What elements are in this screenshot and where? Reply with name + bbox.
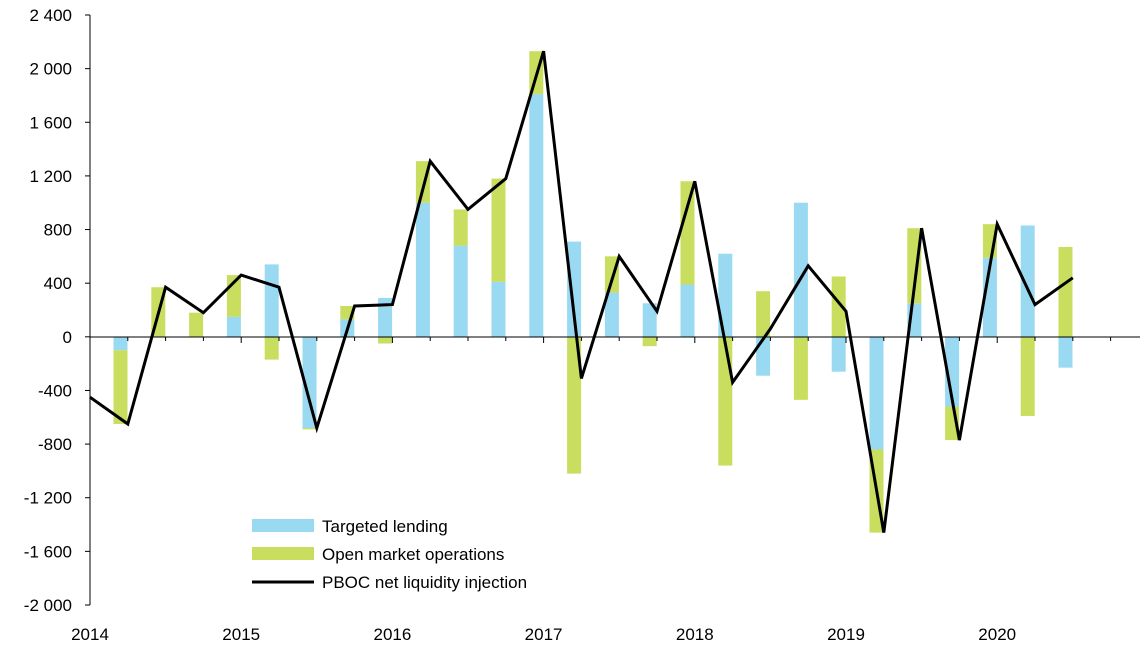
y-tick-label: -800	[38, 435, 72, 454]
legend-label-targeted-lending: Targeted lending	[322, 517, 448, 536]
bar-targeted-lending-2016q2	[453, 245, 468, 337]
bar-targeted-lending-2017q3	[642, 303, 657, 337]
bar-open-market-operations-2015q4	[378, 336, 393, 344]
y-tick-label: 2 400	[29, 6, 72, 25]
bar-open-market-operations-2018q4	[831, 276, 846, 337]
bar-targeted-lending-2017q4	[680, 284, 695, 337]
x-tick-label: 2015	[222, 625, 260, 644]
bar-targeted-lending-2018q4	[831, 336, 846, 372]
legend-label-open-market-operations: Open market operations	[322, 545, 504, 564]
bar-targeted-lending-2018q1	[718, 253, 733, 337]
bar-targeted-lending-2015q4	[378, 297, 393, 337]
y-tick-label: 1 600	[29, 113, 72, 132]
x-tick-label: 2020	[978, 625, 1016, 644]
bar-targeted-lending-2020q2	[1058, 336, 1073, 368]
line-pboc-net-liquidity-injection	[89, 50, 1074, 533]
bar-targeted-lending-2017q2	[604, 292, 619, 337]
y-tick-label: 800	[44, 221, 72, 240]
bars-layer	[113, 51, 1073, 533]
legend: Targeted lending Open market operations …	[252, 517, 527, 592]
bar-targeted-lending-2014q1	[113, 336, 128, 351]
x-tick-label: 2016	[373, 625, 411, 644]
bar-open-market-operations-2020q2	[1058, 246, 1073, 337]
bar-open-market-operations-2014q3	[189, 312, 204, 337]
bar-targeted-lending-2015q2	[302, 336, 317, 428]
bar-open-market-operations-2016q2	[453, 209, 468, 246]
bar-open-market-operations-2015q2	[302, 428, 317, 430]
bar-targeted-lending-2014q4	[226, 316, 241, 337]
y-tick-label: -1 200	[24, 489, 72, 508]
bar-targeted-lending-2020q1	[1020, 225, 1035, 337]
y-tick-label: 1 200	[29, 167, 72, 186]
bar-open-market-operations-2014q1	[113, 350, 128, 424]
x-tick-label: 2019	[827, 625, 865, 644]
x-tick-label: 2014	[71, 625, 109, 644]
bar-targeted-lending-2016q4	[529, 94, 544, 337]
bar-open-market-operations-2017q4	[680, 181, 695, 285]
y-tick-label: 0	[63, 328, 72, 347]
axes-layer	[89, 15, 1140, 605]
bar-open-market-operations-2015q1	[264, 336, 279, 360]
y-tick-label: 400	[44, 274, 72, 293]
bar-open-market-operations-2018q3	[793, 336, 808, 400]
line-layer	[89, 50, 1074, 533]
bar-targeted-lending-2015q1	[264, 264, 279, 337]
bar-targeted-lending-2019q1	[869, 336, 884, 450]
bar-targeted-lending-2017q1	[567, 241, 582, 337]
legend-label-pboc-net-liquidity-injection: PBOC net liquidity injection	[322, 573, 527, 592]
y-tick-label: -1 600	[24, 542, 72, 561]
x-tick-label: 2017	[525, 625, 563, 644]
bar-open-market-operations-2016q3	[491, 178, 506, 282]
bar-targeted-lending-2018q3	[793, 202, 808, 337]
bar-open-market-operations-2020q1	[1020, 336, 1035, 416]
x-tick-label: 2018	[676, 625, 714, 644]
bar-targeted-lending-2016q1	[415, 202, 430, 337]
bar-targeted-lending-2018q2	[756, 336, 771, 376]
bar-open-market-operations-2018q1	[718, 336, 733, 466]
y-tick-label: 2 000	[29, 60, 72, 79]
bar-targeted-lending-2016q3	[491, 281, 506, 337]
y-tick-label: -2 000	[24, 596, 72, 615]
bar-open-market-operations-2018q2	[756, 291, 771, 337]
legend-swatch-targeted-lending	[252, 519, 314, 532]
bar-open-market-operations-2017q3	[642, 336, 657, 347]
bar-targeted-lending-2019q3	[945, 336, 960, 407]
y-tick-label: -400	[38, 381, 72, 400]
ticks-layer: 2 400 2 000 1 600 1 200 800 400 0 -400 -800 -1 20…	[24, 6, 1112, 644]
legend-swatch-open-market-operations	[252, 547, 314, 560]
bar-open-market-operations-2017q1	[567, 336, 582, 474]
